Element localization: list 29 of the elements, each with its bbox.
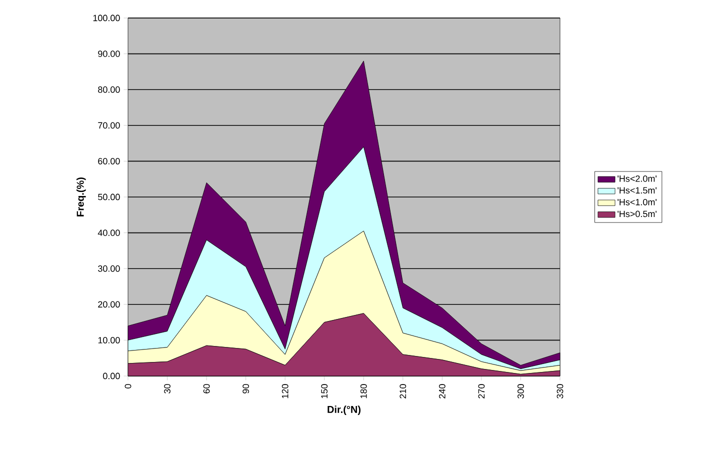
legend-label: 'Hs<1.5m' bbox=[618, 187, 656, 194]
y-tick-label: 0.00 bbox=[103, 372, 120, 380]
y-tick-label: 30.00 bbox=[98, 265, 120, 272]
y-tick-label: 20.00 bbox=[98, 301, 120, 308]
x-tick-label: 90 bbox=[242, 384, 250, 394]
x-tick-label: 60 bbox=[203, 384, 210, 394]
x-tick-label: 150 bbox=[321, 384, 328, 398]
y-axis-title: Freq.(%) bbox=[76, 177, 86, 216]
x-axis-title: Dir.(°N) bbox=[328, 406, 361, 415]
legend-label: 'Hs<1.0m' bbox=[618, 198, 656, 206]
x-tick-label: 300 bbox=[518, 384, 524, 398]
x-tick-label: 30 bbox=[164, 384, 170, 394]
x-tick-label: 0 bbox=[124, 384, 132, 388]
y-tick-label: 10.00 bbox=[98, 336, 120, 344]
x-tick-label: 330 bbox=[556, 384, 564, 398]
y-tick-label: 50.00 bbox=[98, 194, 120, 200]
y-tick-label: 100.00 bbox=[93, 14, 120, 22]
y-tick-label: 80.00 bbox=[98, 86, 120, 93]
x-tick-label: 210 bbox=[400, 384, 406, 398]
x-tick-label: 240 bbox=[438, 384, 446, 398]
x-tick-label: 120 bbox=[282, 384, 288, 398]
x-tick-label: 180 bbox=[360, 384, 367, 398]
y-tick-label: 90.00 bbox=[98, 50, 120, 57]
y-tick-label: 70.00 bbox=[98, 122, 120, 129]
legend-label: 'Hs<2.0m' bbox=[618, 175, 656, 182]
y-tick-label: 40.00 bbox=[98, 230, 120, 236]
x-tick-label: 270 bbox=[478, 384, 485, 398]
legend-label: 'Hs>0.5m' bbox=[618, 210, 656, 218]
y-tick-label: 60.00 bbox=[98, 158, 120, 164]
